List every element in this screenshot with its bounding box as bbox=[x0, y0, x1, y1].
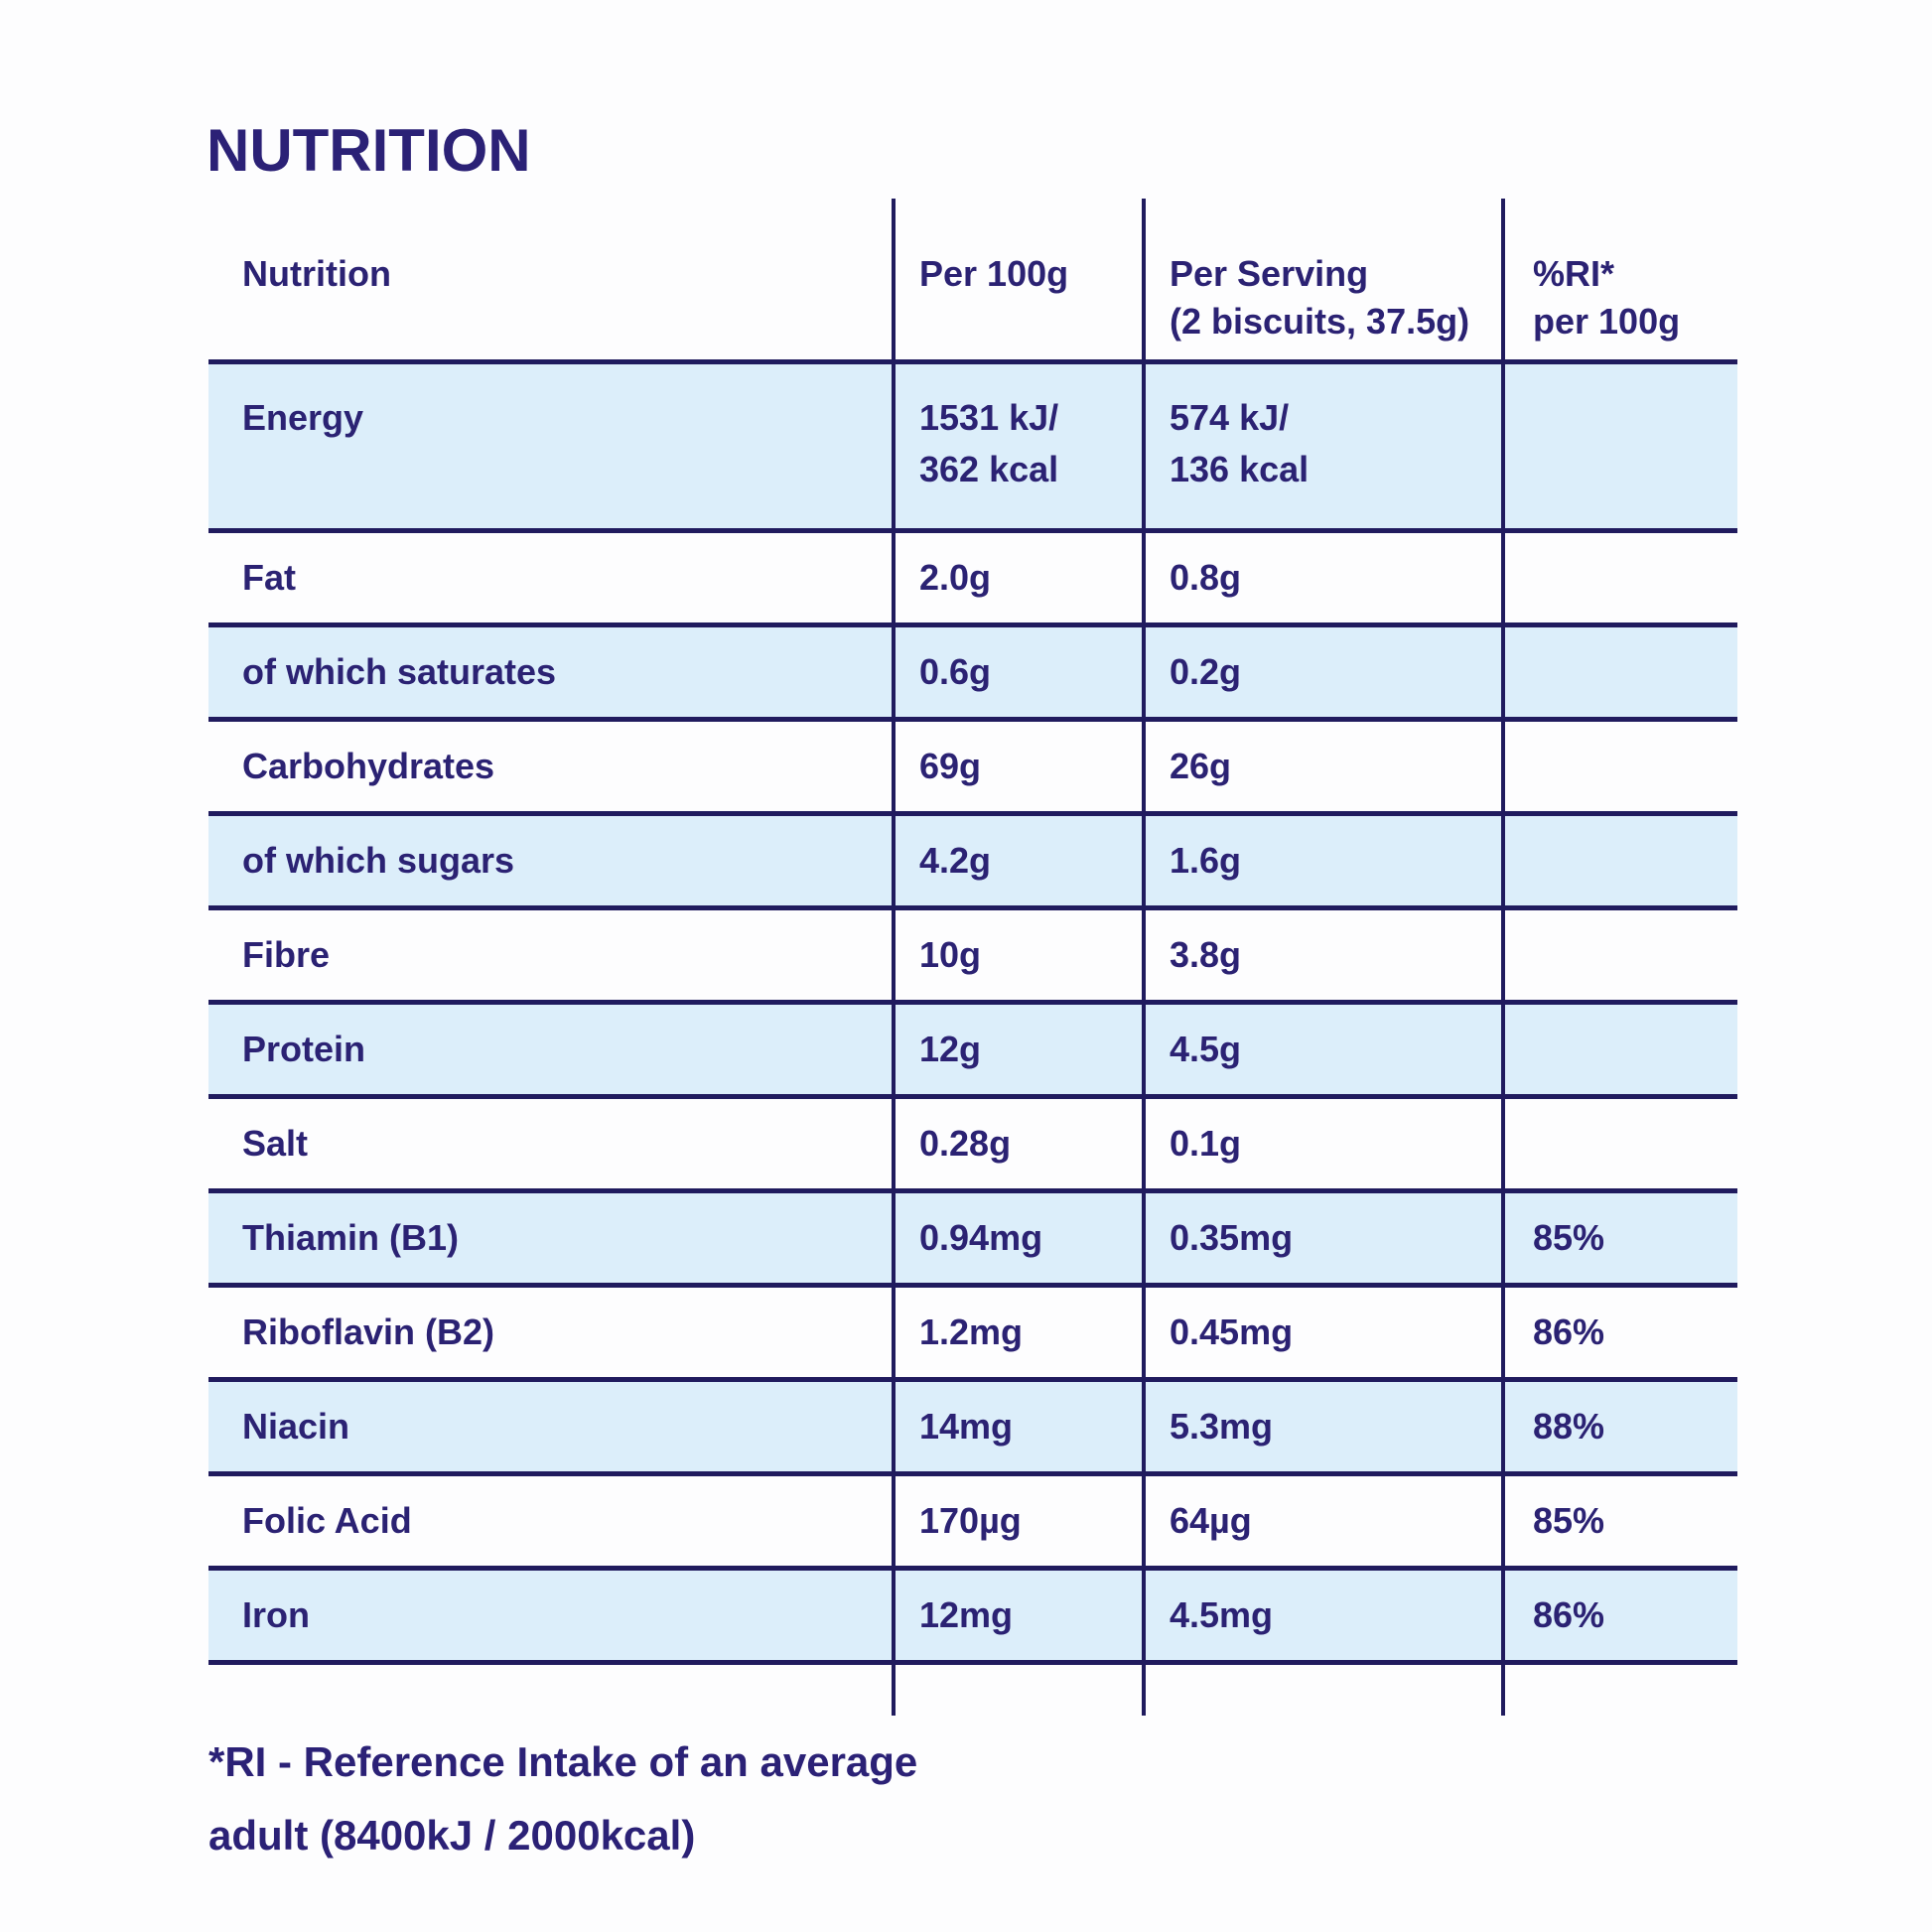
row-label: Iron bbox=[242, 1594, 310, 1635]
table-row: Iron 12mg 4.5mg 86% bbox=[208, 1566, 1737, 1660]
nutrition-table: Nutrition Per 100g Per Serving (2 biscui… bbox=[208, 199, 1737, 1716]
row-label: Protein bbox=[242, 1029, 366, 1069]
table-row: Protein 12g 4.5g bbox=[208, 1000, 1737, 1094]
value-ri-per-100g: 85% bbox=[1501, 1193, 1737, 1283]
stub-cell bbox=[208, 1665, 892, 1716]
value-per-100g: 4.2g bbox=[892, 816, 1142, 905]
table-body: Energy 1531 kJ/ 362 kcal 574 kJ/ 136 kcal F… bbox=[208, 359, 1737, 1660]
value-per-100g: 170µg bbox=[892, 1476, 1142, 1566]
value-ri-per-100g: 86% bbox=[1501, 1288, 1737, 1377]
value-per-serving: 1.6g bbox=[1142, 816, 1501, 905]
row-label: Fat bbox=[242, 557, 296, 598]
value-ri-per-100g: 85% bbox=[1501, 1476, 1737, 1566]
row-label: Fibre bbox=[242, 934, 331, 975]
column-header-per-100g: Per 100g bbox=[892, 199, 1142, 359]
footnote-line-2: adult (8400kJ / 2000kcal) bbox=[208, 1812, 696, 1859]
value-per-serving: 5.3mg bbox=[1142, 1382, 1501, 1471]
stub-cell bbox=[892, 1665, 1142, 1716]
footnote-line-1: *RI - Reference Intake of an average bbox=[208, 1738, 918, 1785]
table-row: Energy 1531 kJ/ 362 kcal 574 kJ/ 136 kcal bbox=[208, 359, 1737, 528]
value-ri-per-100g bbox=[1501, 816, 1737, 905]
value-ri-per-100g bbox=[1501, 533, 1737, 622]
row-label: of which sugars bbox=[242, 840, 515, 881]
value-per-serving: 4.5g bbox=[1142, 1005, 1501, 1094]
value-per-serving: 3.8g bbox=[1142, 910, 1501, 1000]
row-label: Thiamin (B1) bbox=[242, 1217, 460, 1258]
value-per-100g: 2.0g bbox=[892, 533, 1142, 622]
stub-cell bbox=[1142, 1665, 1501, 1716]
table-row: Carbohydrates 69g 26g bbox=[208, 717, 1737, 811]
column-header-nutrition: Nutrition bbox=[242, 253, 391, 294]
value-per-serving: 0.1g bbox=[1142, 1099, 1501, 1188]
value-ri-per-100g bbox=[1501, 364, 1737, 528]
value-ri-per-100g: 86% bbox=[1501, 1571, 1737, 1660]
table-row: Fibre 10g 3.8g bbox=[208, 905, 1737, 1000]
value-per-serving: 26g bbox=[1142, 722, 1501, 811]
value-per-100g: 69g bbox=[892, 722, 1142, 811]
value-per-100g: 10g bbox=[892, 910, 1142, 1000]
row-label: of which saturates bbox=[242, 651, 557, 692]
row-label: Riboflavin (B2) bbox=[242, 1311, 495, 1352]
value-per-serving: 0.8g bbox=[1142, 533, 1501, 622]
value-ri-per-100g: 88% bbox=[1501, 1382, 1737, 1471]
value-per-100g: 14mg bbox=[892, 1382, 1142, 1471]
value-ri-per-100g bbox=[1501, 627, 1737, 717]
row-label: Folic Acid bbox=[242, 1500, 412, 1541]
value-per-100g: 12g bbox=[892, 1005, 1142, 1094]
stub-cell bbox=[1501, 1665, 1737, 1716]
table-row: of which sugars 4.2g 1.6g bbox=[208, 811, 1737, 905]
column-header-per-serving: Per Serving (2 biscuits, 37.5g) bbox=[1142, 199, 1501, 359]
table-header-row: Nutrition Per 100g Per Serving (2 biscui… bbox=[208, 199, 1737, 359]
page-title: NUTRITION bbox=[207, 117, 531, 184]
value-per-serving: 0.35mg bbox=[1142, 1193, 1501, 1283]
value-per-100g: 1.2mg bbox=[892, 1288, 1142, 1377]
row-label: Salt bbox=[242, 1123, 309, 1164]
value-per-100g: 0.94mg bbox=[892, 1193, 1142, 1283]
table-bottom-stub bbox=[208, 1660, 1737, 1716]
table-row: Fat 2.0g 0.8g bbox=[208, 528, 1737, 622]
value-per-serving: 0.2g bbox=[1142, 627, 1501, 717]
value-ri-per-100g bbox=[1501, 722, 1737, 811]
value-per-100g: 0.6g bbox=[892, 627, 1142, 717]
value-ri-per-100g bbox=[1501, 1099, 1737, 1188]
row-label: Carbohydrates bbox=[242, 746, 495, 786]
value-per-100g: 0.28g bbox=[892, 1099, 1142, 1188]
row-label: Energy bbox=[242, 397, 364, 438]
value-ri-per-100g bbox=[1501, 1005, 1737, 1094]
table-row: Niacin 14mg 5.3mg 88% bbox=[208, 1377, 1737, 1471]
reference-intake-footnote: *RI - Reference Intake of an average adu… bbox=[208, 1725, 1062, 1872]
table-row: Riboflavin (B2) 1.2mg 0.45mg 86% bbox=[208, 1283, 1737, 1377]
table-row: Salt 0.28g 0.1g bbox=[208, 1094, 1737, 1188]
column-header-ri-per-100g: %RI* per 100g bbox=[1501, 199, 1737, 359]
value-per-serving: 0.45mg bbox=[1142, 1288, 1501, 1377]
table-row: Folic Acid 170µg 64µg 85% bbox=[208, 1471, 1737, 1566]
value-per-serving: 574 kJ/ 136 kcal bbox=[1142, 364, 1501, 528]
row-label: Niacin bbox=[242, 1406, 350, 1447]
value-per-serving: 64µg bbox=[1142, 1476, 1501, 1566]
value-per-serving: 4.5mg bbox=[1142, 1571, 1501, 1660]
value-per-100g: 1531 kJ/ 362 kcal bbox=[892, 364, 1142, 528]
table-row: Thiamin (B1) 0.94mg 0.35mg 85% bbox=[208, 1188, 1737, 1283]
value-ri-per-100g bbox=[1501, 910, 1737, 1000]
value-per-100g: 12mg bbox=[892, 1571, 1142, 1660]
table-row: of which saturates 0.6g 0.2g bbox=[208, 622, 1737, 717]
